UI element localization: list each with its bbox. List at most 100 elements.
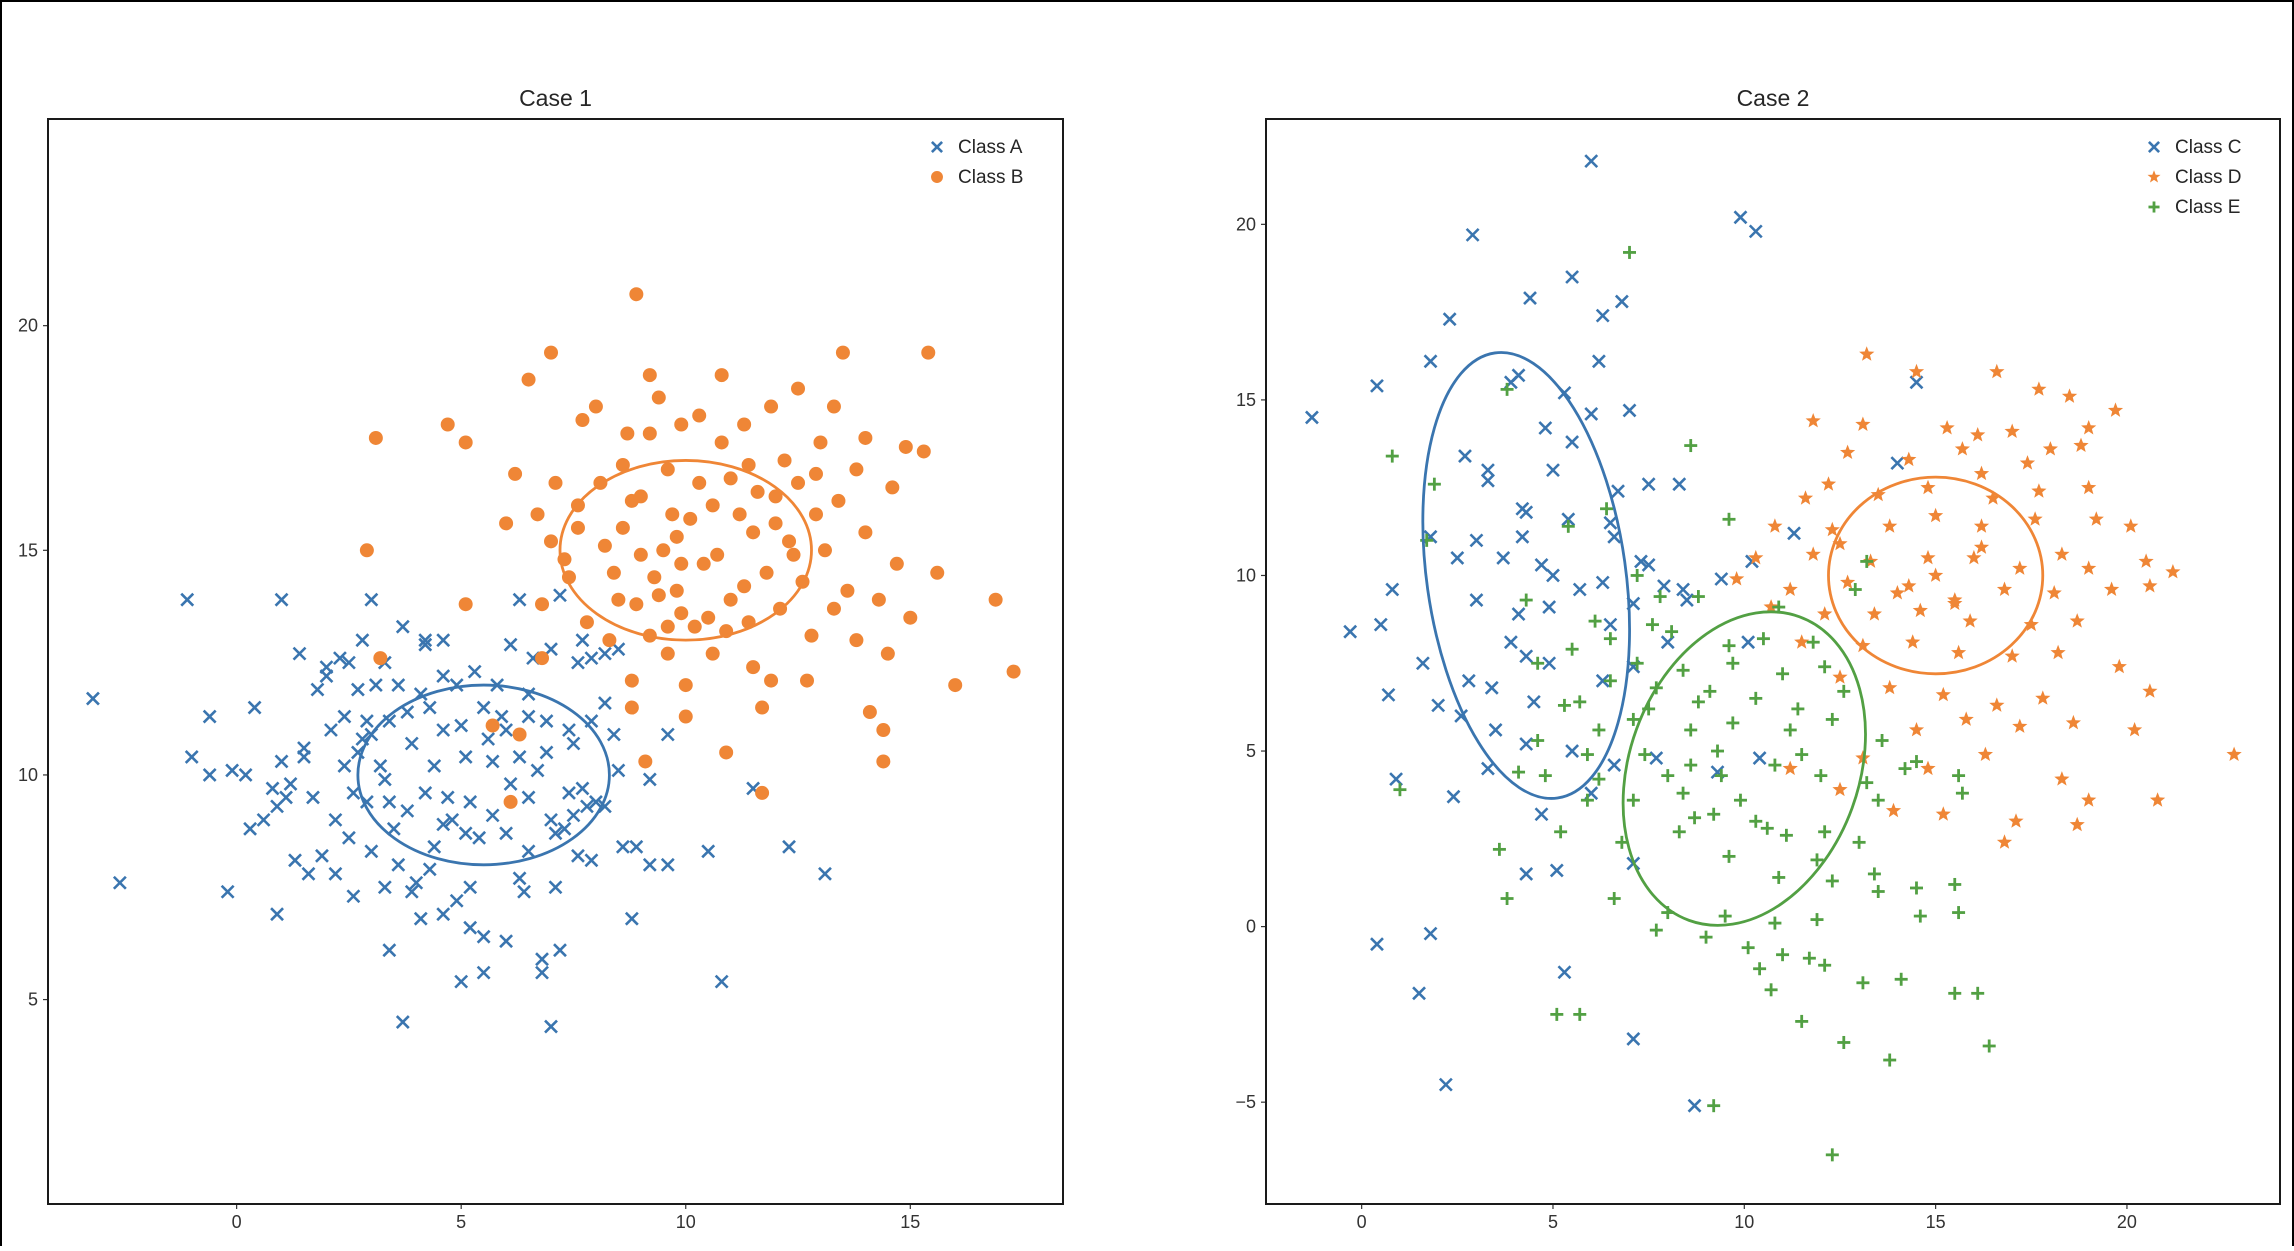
data-point-class-b bbox=[687, 619, 702, 634]
data-point-class-c bbox=[1614, 294, 1629, 309]
data-point-class-a bbox=[400, 705, 415, 719]
data-point-class-d bbox=[1748, 549, 1764, 565]
data-point-class-a bbox=[458, 826, 473, 841]
data-point-class-b bbox=[544, 534, 559, 549]
data-point-class-b bbox=[759, 565, 774, 580]
data-point-class-d bbox=[1882, 518, 1898, 533]
data-point-class-a bbox=[400, 803, 415, 818]
data-point-class-d bbox=[1729, 571, 1745, 586]
data-point-class-b bbox=[440, 417, 455, 432]
data-point-class-b bbox=[629, 287, 644, 302]
data-point-class-c bbox=[1412, 986, 1426, 1001]
data-point-class-e bbox=[1818, 660, 1832, 674]
data-point-class-c bbox=[1534, 558, 1549, 572]
data-point-class-b bbox=[948, 678, 963, 693]
data-point-class-e bbox=[1718, 909, 1732, 923]
data-point-class-d bbox=[1973, 539, 1990, 554]
legend-marker-class-e bbox=[2148, 201, 2160, 213]
data-point-class-a bbox=[566, 736, 581, 751]
data-point-class-d bbox=[1855, 637, 1871, 653]
data-point-class-d bbox=[2073, 437, 2089, 452]
data-point-class-d bbox=[2008, 813, 2024, 828]
data-point-class-a bbox=[463, 880, 478, 895]
y-tick-label: 10 bbox=[1236, 565, 1256, 585]
data-point-class-c bbox=[1679, 593, 1694, 607]
data-point-class-e bbox=[1649, 923, 1663, 937]
data-point-class-c bbox=[1676, 582, 1690, 597]
data-point-class-c bbox=[1741, 635, 1756, 650]
data-point-class-a bbox=[256, 812, 271, 827]
data-point-class-e bbox=[1676, 786, 1690, 800]
data-point-class-c bbox=[1733, 210, 1748, 225]
data-point-class-e bbox=[1726, 716, 1740, 730]
data-point-class-e bbox=[1630, 568, 1644, 582]
data-point-class-d bbox=[1817, 606, 1833, 621]
data-point-class-b bbox=[768, 489, 783, 504]
data-point-class-e bbox=[1672, 825, 1686, 839]
data-point-class-d bbox=[1805, 413, 1821, 428]
data-point-class-b bbox=[692, 408, 707, 423]
data-point-class-d bbox=[1996, 834, 2013, 849]
data-point-class-c bbox=[1381, 687, 1396, 702]
data-point-class-c bbox=[1595, 673, 1610, 688]
data-point-class-b bbox=[458, 597, 473, 612]
data-point-class-a bbox=[481, 732, 496, 746]
data-point-class-b bbox=[849, 462, 864, 477]
legend-label-class-a: Class A bbox=[958, 137, 1023, 158]
data-point-class-b bbox=[678, 678, 693, 693]
data-point-class-c bbox=[1370, 937, 1384, 952]
data-point-class-b bbox=[508, 466, 523, 481]
data-point-class-a bbox=[364, 592, 379, 607]
data-point-class-b bbox=[611, 592, 626, 607]
data-point-class-d bbox=[1935, 806, 1951, 821]
data-point-class-a bbox=[521, 709, 536, 724]
data-point-class-b bbox=[624, 673, 639, 688]
data-point-class-e bbox=[1733, 793, 1747, 807]
x-tick-label: 0 bbox=[232, 1212, 242, 1232]
data-point-class-e bbox=[1573, 695, 1587, 709]
data-point-class-e bbox=[1588, 614, 1602, 628]
data-point-class-b bbox=[876, 723, 891, 738]
data-point-class-c bbox=[1431, 698, 1446, 713]
data-point-class-b bbox=[696, 556, 711, 571]
data-point-class-d bbox=[1954, 441, 1970, 456]
data-point-class-a bbox=[535, 965, 549, 980]
data-point-class-b bbox=[858, 430, 873, 445]
data-point-class-b bbox=[741, 457, 756, 472]
data-point-class-d bbox=[2061, 388, 2078, 403]
data-point-class-b bbox=[831, 493, 846, 508]
data-point-class-e bbox=[1707, 1099, 1721, 1113]
data-point-class-d bbox=[1832, 781, 1848, 797]
data-point-class-b bbox=[521, 372, 536, 387]
data-point-class-a bbox=[337, 709, 352, 724]
data-point-class-d bbox=[2023, 616, 2039, 632]
data-point-class-d bbox=[1820, 476, 1837, 491]
data-point-class-b bbox=[849, 633, 864, 648]
data-point-class-c bbox=[1538, 421, 1553, 435]
data-point-class-c bbox=[1511, 607, 1526, 622]
data-point-class-a bbox=[413, 911, 428, 926]
data-point-class-b bbox=[885, 480, 900, 495]
data-point-class-a bbox=[521, 790, 536, 805]
data-point-class-a bbox=[467, 664, 482, 679]
data-point-class-a bbox=[270, 907, 284, 922]
data-point-class-a bbox=[499, 934, 514, 949]
data-point-class-a bbox=[494, 709, 509, 724]
data-point-class-a bbox=[571, 848, 585, 863]
data-point-class-a bbox=[611, 763, 626, 778]
data-point-class-e bbox=[1860, 776, 1874, 790]
x-tick-label: 15 bbox=[900, 1212, 920, 1232]
data-point-class-a bbox=[476, 965, 491, 980]
data-point-class-b bbox=[638, 754, 653, 769]
data-point-class-a bbox=[544, 642, 558, 657]
data-point-class-b bbox=[755, 785, 770, 800]
data-point-class-a bbox=[368, 678, 383, 693]
data-point-class-b bbox=[629, 597, 644, 612]
data-point-class-a bbox=[225, 763, 240, 778]
data-point-class-e bbox=[1722, 849, 1736, 863]
data-point-class-a bbox=[238, 768, 253, 782]
data-point-class-e bbox=[1573, 1007, 1587, 1021]
data-point-class-a bbox=[503, 777, 518, 791]
data-point-class-c bbox=[1469, 593, 1484, 607]
